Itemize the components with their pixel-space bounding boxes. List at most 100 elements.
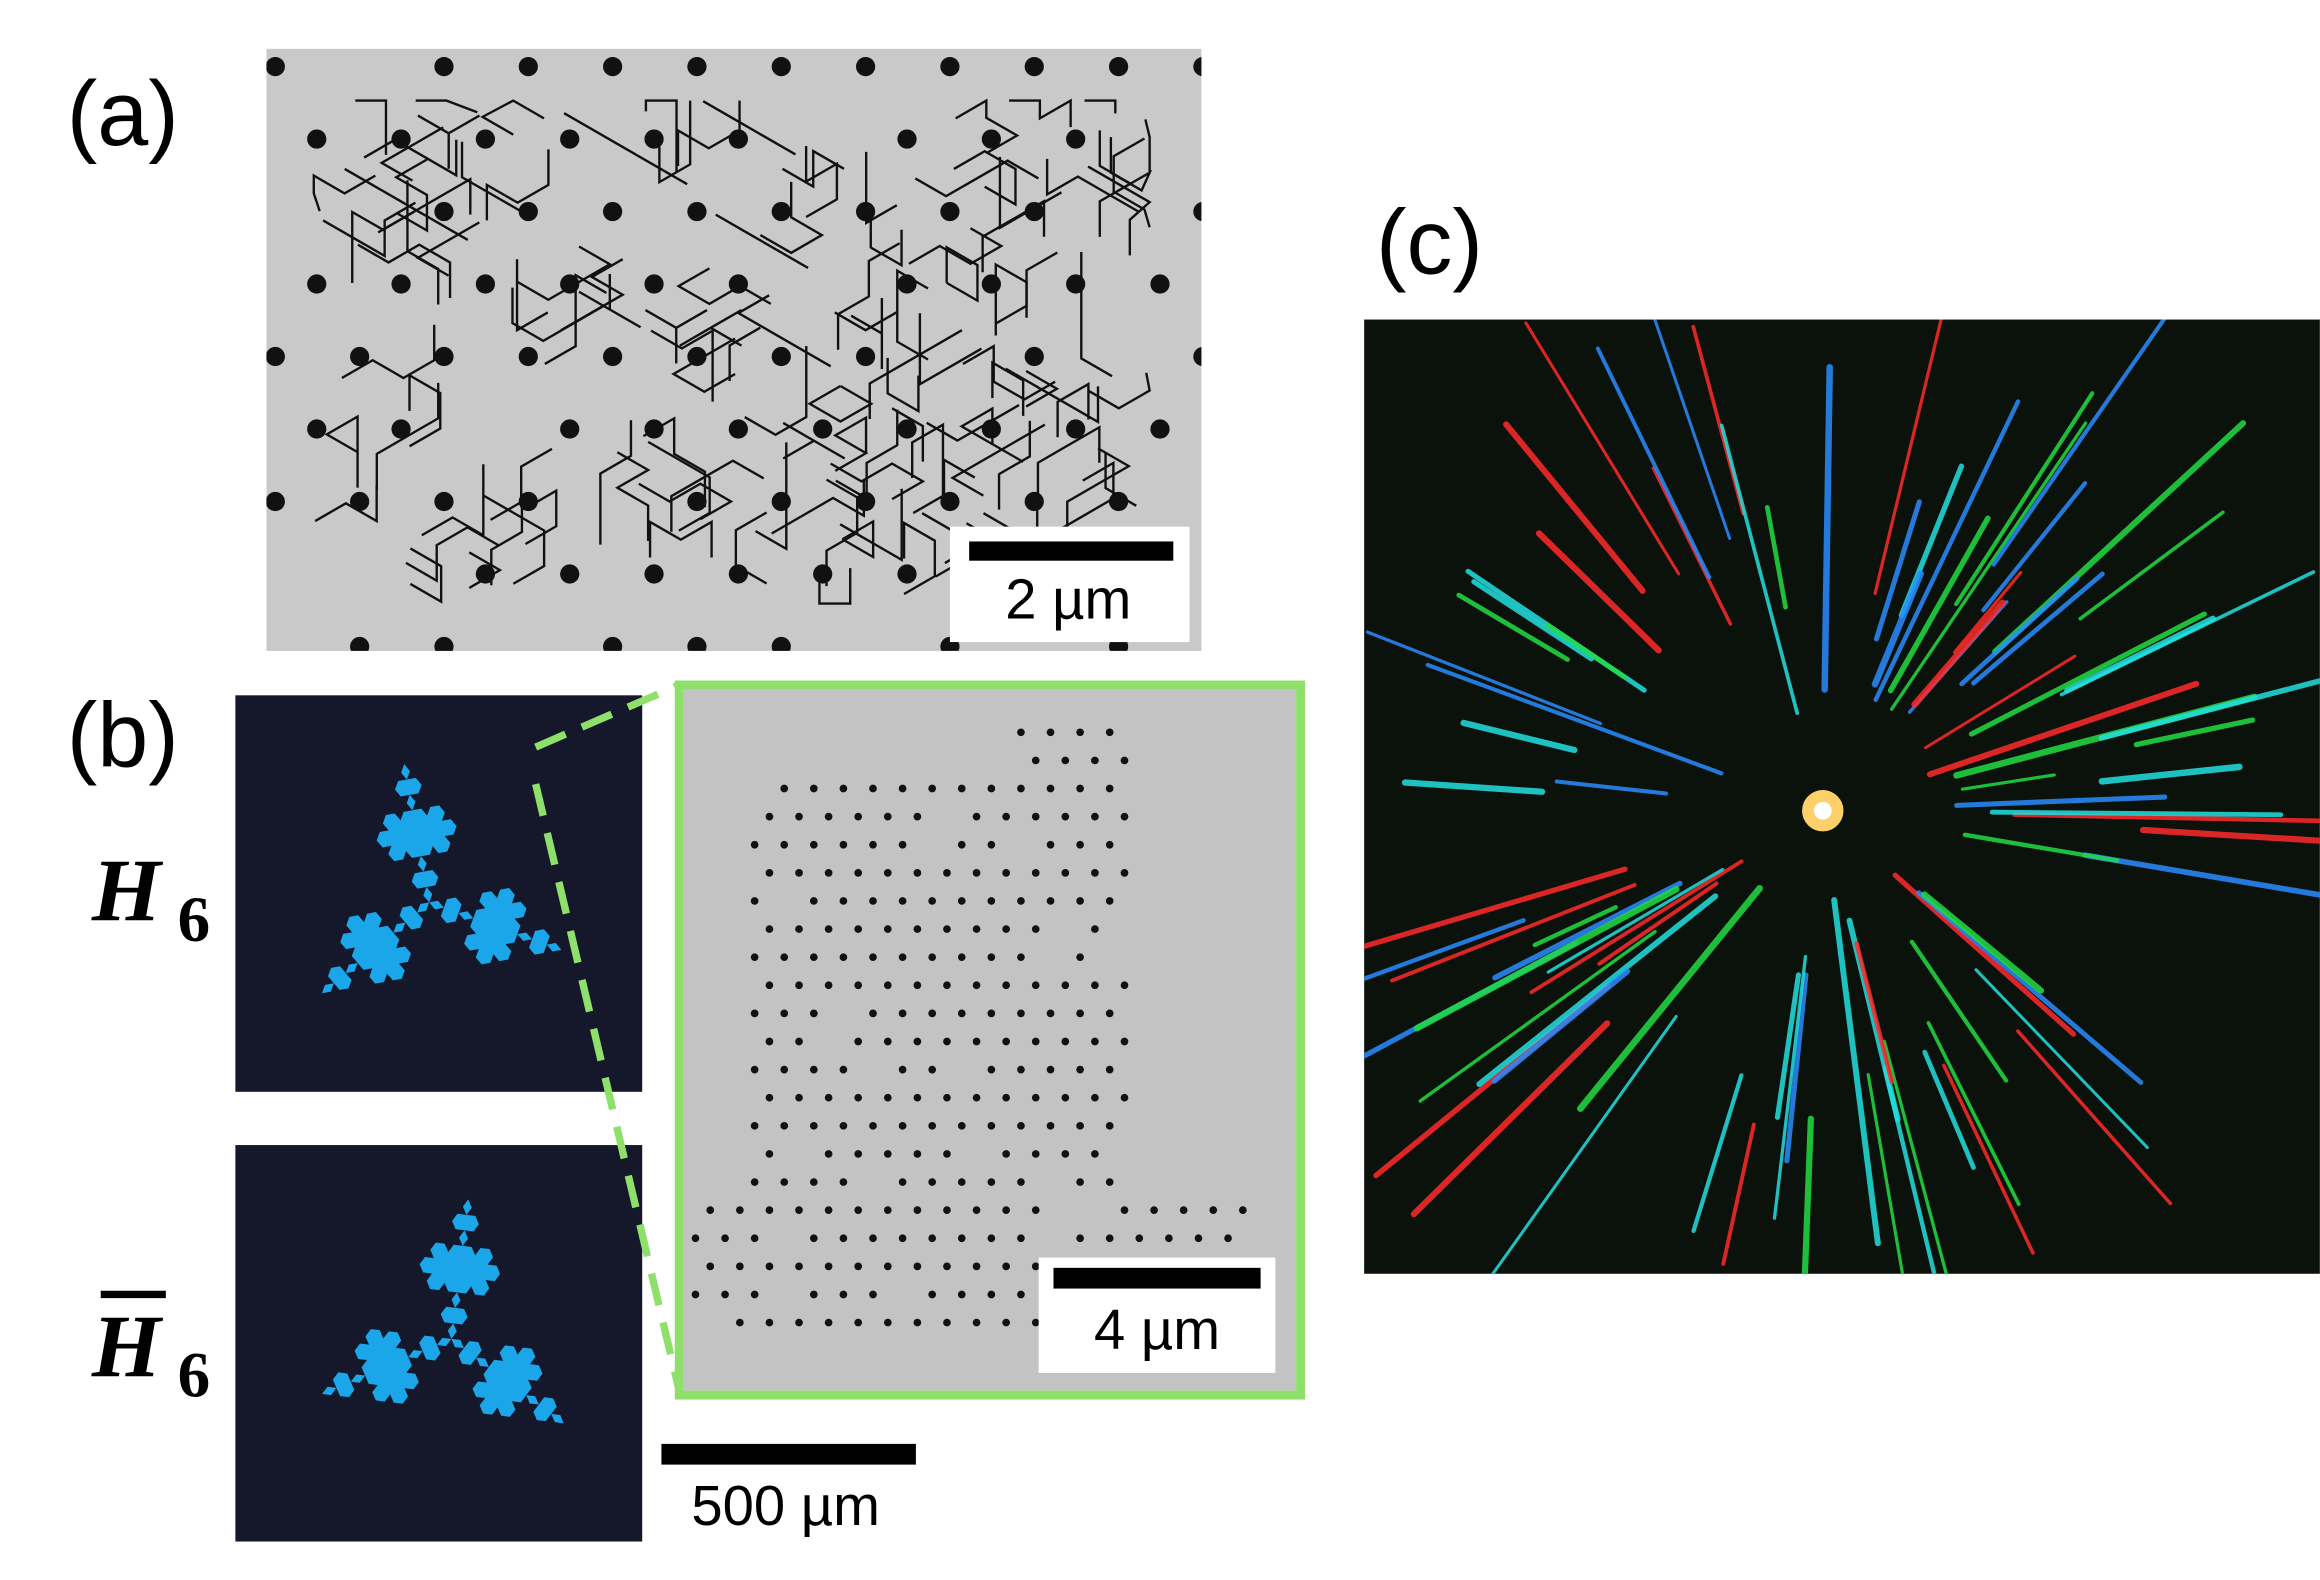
hole — [750, 1178, 759, 1186]
ray — [1653, 319, 1732, 540]
tile-edge — [781, 148, 845, 189]
hole — [928, 1009, 937, 1018]
hole — [854, 1318, 863, 1327]
hole — [1403, 129, 1422, 148]
tile-edge — [1051, 460, 1115, 535]
hole — [475, 129, 496, 149]
tile-edge — [324, 414, 359, 488]
hole — [1235, 129, 1254, 148]
hole — [1076, 1065, 1084, 1074]
ray — [1911, 599, 2006, 708]
hole — [824, 1262, 833, 1271]
hole — [765, 1093, 774, 1102]
hole — [1002, 1262, 1010, 1271]
hole — [854, 1150, 863, 1158]
ray — [1909, 939, 2009, 1083]
ray — [1503, 421, 1646, 594]
hole — [1061, 1037, 1070, 1046]
hole — [795, 869, 803, 877]
zoom-line — [532, 783, 683, 1392]
hole — [1061, 812, 1070, 821]
ray — [1923, 654, 2077, 750]
ray — [1490, 1014, 1678, 1274]
hole — [1076, 1234, 1084, 1243]
hole — [839, 1290, 848, 1299]
hole — [839, 897, 848, 905]
hole — [883, 1318, 892, 1327]
hole — [809, 1290, 818, 1299]
hole — [957, 1121, 966, 1130]
tile-edge — [1112, 137, 1151, 228]
hole — [391, 274, 411, 294]
tile-edge — [312, 173, 376, 212]
hole — [943, 1037, 951, 1046]
hole — [1031, 1206, 1040, 1214]
hole — [560, 564, 580, 584]
hole — [780, 1121, 789, 1130]
hole — [824, 1206, 833, 1214]
ray — [1410, 1020, 1611, 1218]
hole — [928, 1065, 937, 1074]
hole — [869, 953, 877, 962]
hole — [1076, 1121, 1084, 1130]
hole — [434, 636, 454, 651]
hole — [824, 812, 833, 821]
ray — [1968, 611, 2207, 737]
ray — [1926, 680, 2200, 778]
tile-edge — [417, 114, 481, 169]
hole — [809, 784, 818, 793]
tile-edge — [835, 409, 899, 501]
ray — [1952, 570, 2023, 654]
hole — [972, 1206, 981, 1214]
hole — [1002, 1150, 1010, 1158]
tile-edge — [911, 422, 945, 496]
hole — [434, 56, 454, 77]
hole — [897, 129, 917, 149]
hole — [765, 812, 774, 821]
hole — [897, 564, 917, 584]
tile-edge — [638, 482, 734, 521]
hole — [603, 56, 623, 77]
hole — [913, 925, 922, 933]
hole — [721, 1234, 729, 1243]
inset-frame — [674, 680, 1305, 1400]
ray — [1991, 319, 2167, 567]
hole — [603, 346, 623, 367]
row-subscript: 6 — [178, 884, 211, 956]
hole — [824, 1318, 833, 1327]
tile-edge — [676, 100, 741, 166]
tile-edge — [515, 259, 549, 333]
hole — [750, 1009, 759, 1018]
ray — [1364, 918, 1526, 982]
hole — [706, 1206, 715, 1214]
hole — [1046, 897, 1055, 905]
tile-edge — [995, 251, 1058, 325]
hole — [898, 1121, 907, 1130]
tile-edge — [869, 211, 903, 268]
hole — [1179, 1206, 1188, 1214]
hole — [869, 897, 877, 905]
tile-edge — [807, 384, 874, 423]
hole — [913, 981, 922, 990]
scale-label: 4 µm — [1094, 1298, 1220, 1361]
tile-edge — [658, 100, 692, 185]
hole — [987, 1009, 996, 1018]
hole — [943, 1206, 951, 1214]
tile-edge — [839, 488, 903, 562]
tile-edge — [1080, 251, 1113, 378]
hole — [809, 1234, 818, 1243]
hole — [1031, 1037, 1040, 1046]
hole — [813, 419, 833, 439]
hole — [987, 1121, 996, 1130]
hole — [928, 1178, 937, 1186]
hole — [957, 1234, 966, 1243]
ray — [1873, 399, 2021, 702]
hole — [780, 953, 789, 962]
hole — [1105, 784, 1114, 793]
ray — [1962, 832, 2120, 863]
hole — [839, 953, 848, 962]
hole — [1091, 981, 1099, 990]
tile-edge — [991, 360, 1025, 416]
tile-edge — [341, 324, 436, 380]
